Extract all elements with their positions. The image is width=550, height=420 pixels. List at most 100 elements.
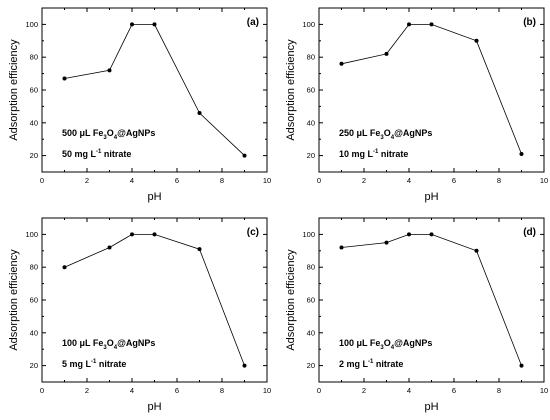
annotation-subscript: 4 <box>114 345 118 351</box>
data-point <box>474 38 479 43</box>
data-point <box>429 232 434 237</box>
x-tick-label: 2 <box>362 176 366 185</box>
panel-label: (b) <box>523 17 536 28</box>
annotation-line-1: 500 μL Fe3O4@AgNPs <box>62 128 155 141</box>
annotation-line-1: 250 μL Fe3O4@AgNPs <box>339 128 432 141</box>
x-axis-label: pH <box>147 401 161 413</box>
x-tick-label: 10 <box>263 176 271 185</box>
annotation-text: 2 mg L <box>339 359 369 369</box>
x-tick-label: 2 <box>85 386 89 395</box>
annotation-superscript: -1 <box>368 359 374 365</box>
x-tick-label: 8 <box>497 176 501 185</box>
data-point <box>407 22 411 27</box>
x-tick-label: 6 <box>175 386 179 395</box>
x-tick-label: 4 <box>407 176 411 185</box>
x-tick-label: 10 <box>540 176 548 185</box>
annotation-text: O <box>107 128 114 138</box>
series-line <box>341 234 522 366</box>
x-tick-label: 0 <box>40 176 44 185</box>
annotation-text: 100 μL Fe <box>62 338 103 348</box>
annotation-line-2: 10 mg L-1 nitrate <box>339 149 408 159</box>
data-point <box>107 245 112 250</box>
annotation-subscript: 4 <box>114 135 118 141</box>
data-point <box>474 248 479 253</box>
annotation-text: 500 μL Fe <box>62 128 103 138</box>
data-point <box>130 22 134 27</box>
chart-panel-3: 0 2 4 6 8 10 20 40 60 80 100 pH Adsorption efficienc… <box>8 217 271 413</box>
panel-label: (a) <box>247 17 259 28</box>
plot-frame <box>318 217 545 383</box>
data-point <box>197 247 202 252</box>
annotation-text: @AgNPs <box>394 338 432 348</box>
data-point <box>519 151 524 156</box>
annotation-subscript: 3 <box>103 345 107 351</box>
y-tick-label: 20 <box>30 361 38 370</box>
y-tick-label: 20 <box>307 151 315 160</box>
y-tick-label: 80 <box>307 53 315 62</box>
data-point <box>152 232 157 237</box>
x-tick-label: 2 <box>85 176 89 185</box>
data-point <box>107 68 112 73</box>
data-point <box>242 363 247 368</box>
y-tick-label: 60 <box>30 296 38 305</box>
annotation-line-1: 100 μL Fe3O4@AgNPs <box>62 338 155 351</box>
data-point <box>130 232 134 237</box>
data-point <box>339 61 344 66</box>
annotation-line-2: 2 mg L-1 nitrate <box>339 359 403 369</box>
chart-panel-2: 0 2 4 6 8 10 20 40 60 80 100 pH Adsorption efficienc… <box>285 7 548 203</box>
x-tick-label: 8 <box>220 176 224 185</box>
y-tick-label: 40 <box>307 118 315 127</box>
x-tick-label: 6 <box>452 176 456 185</box>
x-tick-label: 0 <box>317 386 321 395</box>
y-tick-label: 100 <box>25 20 38 29</box>
annotation-text: @AgNPs <box>394 128 432 138</box>
chart-panel-1: 0 2 4 6 8 10 20 40 60 80 100 pH Adsorption efficienc… <box>8 7 271 203</box>
y-tick-label: 100 <box>302 20 315 29</box>
x-tick-label: 4 <box>407 386 411 395</box>
x-tick-label: 2 <box>362 386 366 395</box>
y-axis-label: Adsorption efficiency <box>8 249 20 351</box>
annotation-superscript: -1 <box>91 359 97 365</box>
annotation-text: 100 μL Fe <box>339 338 380 348</box>
data-point <box>242 153 247 158</box>
x-tick-label: 0 <box>317 176 321 185</box>
x-tick-label: 4 <box>130 386 134 395</box>
x-tick-label: 6 <box>175 176 179 185</box>
y-tick-label: 80 <box>30 263 38 272</box>
plot-frame <box>41 7 268 173</box>
series-line <box>64 234 245 366</box>
annotation-subscript: 3 <box>380 345 384 351</box>
annotation-subscript: 4 <box>391 135 395 141</box>
x-tick-label: 8 <box>497 386 501 395</box>
data-point <box>62 76 67 81</box>
annotation-superscript: -1 <box>373 149 379 155</box>
x-tick-label: 10 <box>540 386 548 395</box>
data-point <box>339 245 344 250</box>
x-tick-label: 10 <box>263 386 271 395</box>
y-axis-label: Adsorption efficiency <box>8 39 20 141</box>
data-point <box>152 22 157 27</box>
x-tick-label: 0 <box>40 386 44 395</box>
y-tick-label: 40 <box>307 328 315 337</box>
plot-frame <box>318 7 545 173</box>
annotation-text: O <box>384 128 391 138</box>
y-tick-label: 20 <box>30 151 38 160</box>
data-point <box>62 265 67 270</box>
annotation-line-2: 50 mg L-1 nitrate <box>62 149 131 159</box>
data-point <box>384 240 389 245</box>
y-tick-label: 60 <box>307 296 315 305</box>
x-tick-label: 4 <box>130 176 134 185</box>
y-axis-label: Adsorption efficiency <box>285 249 297 351</box>
y-tick-label: 40 <box>30 328 38 337</box>
annotation-subscript: 4 <box>391 345 395 351</box>
x-axis-label: pH <box>147 191 161 203</box>
y-tick-label: 100 <box>302 230 315 239</box>
annotation-text: 50 mg L <box>62 149 97 159</box>
y-tick-label: 100 <box>25 230 38 239</box>
y-tick-label: 80 <box>307 263 315 272</box>
data-point <box>519 363 524 368</box>
y-tick-label: 80 <box>30 53 38 62</box>
annotation-subscript: 3 <box>103 135 107 141</box>
x-axis-label: pH <box>424 191 438 203</box>
